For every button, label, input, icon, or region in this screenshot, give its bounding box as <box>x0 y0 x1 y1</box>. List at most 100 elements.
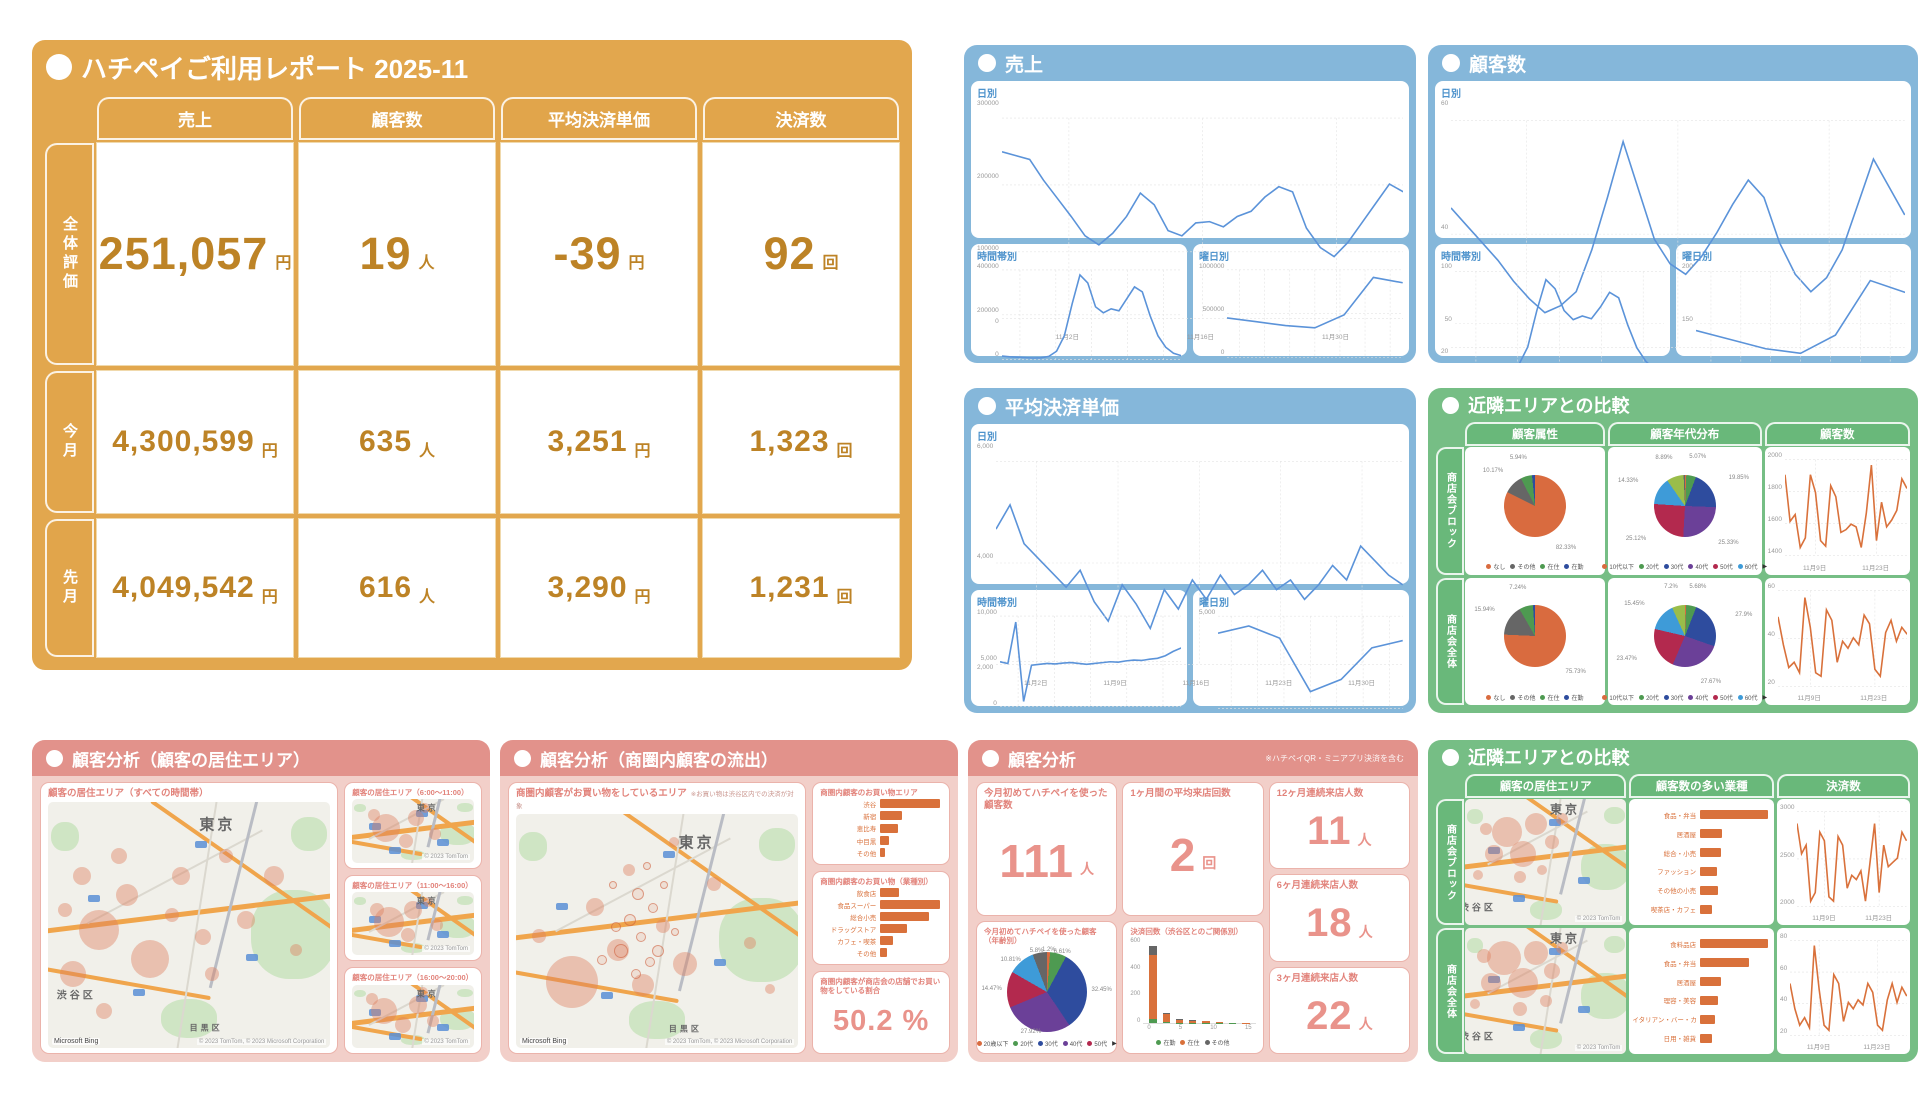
sales-daily-label: 日別 <box>977 89 997 100</box>
customers-weekday-card: 曜日別 200150100月火水木金土日 <box>1676 243 1911 357</box>
stat-6mo-card: 6ヶ月連続来店人数 18 人 <box>1268 874 1410 962</box>
customers-panel-title: 顧客数 <box>1469 54 1527 76</box>
avgprice-daily-chart: 6,000 4,000 2,000 11月2日 11月9日 11月16日 11月23日 11月… <box>977 441 1403 687</box>
outflow-map-caption: 商圏内顧客がお買い物をしているエリア ※お買い物は渋谷区内での決済が対象 <box>516 788 794 810</box>
all-agedist-cell: 5.68% 27.9% 27.67% 23.47% 15.45% 7.2% 10代以下 20代… <box>1602 577 1767 705</box>
customers-hourly-card: 時間帯別 10050005101520 <box>1435 243 1670 357</box>
customers-daily-label: 日別 <box>1441 89 1461 100</box>
customers-weekday-label: 曜日別 <box>1682 251 1712 263</box>
sales-weekday-card: 曜日別 10000005000000月火水木金土日 <box>1193 243 1409 357</box>
report-title: ハチペイご利用レポート 2025-11 <box>81 53 469 84</box>
cell-lastmonth-sales: 4,049,542 円 <box>96 518 294 658</box>
customers-weekday-chart: 200150100月火水木金土日 <box>1682 261 1905 353</box>
sales-daily-chart: 300000 200000 100000 0 11月2日 11月16日 11月30日 <box>977 98 1403 341</box>
stat-first-users-card: 今月初めてハチペイを使った顧客数 111 人 <box>976 782 1118 916</box>
stat-age-pie: 1.2% 6.61% 32.45% 27.92% 14.47% 10.81% 5.8% 20歳… <box>976 945 1117 1048</box>
grid-corner <box>1436 422 1462 444</box>
cell-thismonth-sales: 4,300,599 円 <box>96 369 294 514</box>
circle-icon <box>514 749 531 767</box>
stat-age-pie-card: 今月初めてハチペイを使った顧客（年齢別） 1.2% 6.61% 32.45% 27.9… <box>976 920 1118 1054</box>
row-header-all: 商店会全体 <box>1438 579 1462 703</box>
customers-hourly-label: 時間帯別 <box>1441 251 1481 263</box>
avgprice-daily-label: 日別 <box>977 432 997 443</box>
sales-panel-header: 売上 <box>964 45 1416 81</box>
grid-corner <box>1436 774 1462 796</box>
sales-daily-card: 日別 300000 200000 100000 0 11月2日 11月16日 11月30日 <box>971 81 1409 341</box>
sales-panel: 売上 日別 300000 200000 100000 0 11月2日 11月16日 11月3… <box>964 45 1416 363</box>
residence-evening-card: 顧客の居住エリア（16:00〜20:00） 東京 © 2023 TomTom <box>344 967 482 1055</box>
cell-overall-customers: 19 人 <box>298 142 496 366</box>
avgprice-hourly-label: 時間帯別 <box>977 598 1017 610</box>
residence-panel-header: 顧客分析（顧客の居住エリア） <box>32 740 490 776</box>
customers-daily-chart: 60402011月2日11月16日11月30日 <box>1441 98 1905 355</box>
column-header-avgprice: 平均決済単価 <box>503 99 695 138</box>
summary-table: 売上 顧客数 平均決済単価 決済数 全体評価 251,057 円 19 人 -39 円… <box>44 96 900 658</box>
stat-12mo-label: 12ヶ月連続来店人数 <box>1276 788 1364 799</box>
avgprice-daily-card: 日別 6,000 4,000 2,000 11月2日 11月9日 11月16日 11月23日… <box>971 424 1409 687</box>
sales-hourly-label: 時間帯別 <box>977 251 1017 263</box>
stat-first-users-label: 今月初めてハチペイを使った顧客数 <box>984 788 1108 811</box>
column-header-sales: 売上 <box>99 99 291 138</box>
residence-main-caption: 顧客の居住エリア（すべての時間帯） <box>48 788 209 799</box>
compare-bottom-panel: 近隣エリアとの比較 顧客の居住エリア 顧客数の多い業種 決済数 商店会ブロック … <box>1428 740 1918 1062</box>
row-header-block: 商店会ブロック <box>1438 801 1462 923</box>
block-attributes-cell: 82.33% 10.17% 5.94% なし その他 在住 在勤 <box>1465 447 1605 575</box>
customers-hourly-chart: 10050005101520 <box>1441 261 1664 353</box>
outflow-genre-bars: 飲食店 食品スーパー 総合小売 ドラッグストア カフェ・喫茶 その他 <box>820 886 942 958</box>
sales-hourly-card: 時間帯別 400000200000005101520 <box>971 243 1187 357</box>
sales-panel-title: 売上 <box>1005 54 1044 76</box>
stat-visits-bar-card: 決済回数（渋谷区とのご関係別） 600 400 200 0 0 5 10 15 在勤 在住 その他 <box>1122 920 1264 1054</box>
customers-panel: 顧客数 日別 60402011月2日11月16日11月30日 時間帯別 1005… <box>1428 45 1918 363</box>
cell-lastmonth-payments: 1,231 回 <box>702 518 900 658</box>
residence-morning-map: 東京 © 2023 TomTom <box>352 799 474 863</box>
stat-avg-visits-label: 1ヶ月間の平均来店回数 <box>1130 788 1231 799</box>
avgprice-panel: 平均決済単価 日別 6,000 4,000 2,000 11月2日 11月9日 11月16… <box>964 388 1416 713</box>
circle-icon <box>982 749 999 767</box>
outflow-area-bars: 渋谷 新宿 恵比寿 中目黒 その他 <box>820 797 942 859</box>
compare-top-panel: 近隣エリアとの比較 顧客属性 顧客年代分布 顧客数 商店会ブロック 82.33%… <box>1428 388 1918 713</box>
block-payments-line: 3000 2500 2000 11月9日 11月23日 <box>1780 802 1907 922</box>
row-header-block: 商店会ブロック <box>1438 449 1462 573</box>
outflow-map: 東京 目黒区 Microsoft Bing © 2023 TomTom, © 2023… <box>516 813 799 1048</box>
col-header-payments: 決済数 <box>1779 776 1908 796</box>
block-industries-bars: 食品・弁当 居酒屋 総合・小売 ファッション その他の小売 喫茶店・カフェ <box>1632 802 1771 922</box>
outflow-ratio-card: 商圏内顧客が商店会の店舗でお買い物をしている割合 50.2 % <box>812 970 950 1054</box>
sales-hourly-chart: 400000200000005101520 <box>977 261 1181 353</box>
stats-panel: 顧客分析 ※ハチペイQR・ミニアプリ決済を含む 今月初めてハチペイを使った顧客数… <box>968 740 1418 1062</box>
circle-icon <box>1442 54 1460 72</box>
residence-morning-card: 顧客の居住エリア（6:00〜11:00） 東京 © 2023 TomTom <box>344 782 482 869</box>
outflow-panel: 顧客分析（商圏内顧客の流出） 商圏内顧客がお買い物をしているエリア ※お買い物は渋… <box>500 740 958 1062</box>
stats-panel-title: 顧客分析 <box>1008 750 1076 770</box>
circle-icon <box>1442 396 1459 414</box>
avgprice-weekday-label: 曜日別 <box>1199 598 1229 610</box>
outflow-panel-title: 顧客分析（商圏内顧客の流出） <box>540 750 778 770</box>
block-payments-cell: 3000 2500 2000 11月9日 11月23日 <box>1777 799 1910 925</box>
outflow-area-card: 商圏内顧客のお買い物エリア 渋谷 新宿 恵比寿 中目黒 その他 <box>812 782 950 866</box>
circle-icon <box>46 749 63 767</box>
compare-bottom-header: 近隣エリアとの比較 <box>1428 740 1918 774</box>
circle-icon <box>978 54 996 72</box>
col-header-industries: 顧客数の多い業種 <box>1631 776 1772 796</box>
cell-thismonth-customers: 635 人 <box>298 369 496 514</box>
cell-overall-payments: 92 回 <box>702 142 900 366</box>
all-attributes-pie: 75.73% 15.94% 7.24% なし その他 在住 在勤 <box>1474 585 1586 702</box>
avgprice-panel-header: 平均決済単価 <box>964 388 1416 424</box>
residence-panel: 顧客分析（顧客の居住エリア） 顧客の居住エリア（すべての時間帯） 東京 渋谷区 目黒… <box>32 740 490 1062</box>
stats-panel-header: 顧客分析 ※ハチペイQR・ミニアプリ決済を含む <box>968 740 1418 776</box>
customers-panel-header: 顧客数 <box>1428 45 1918 81</box>
avgprice-weekday-card: 曜日別 5,000月火水木金土日 <box>1193 590 1409 706</box>
cell-thismonth-payments: 1,323 回 <box>702 369 900 514</box>
residence-evening-caption: 顧客の居住エリア（16:00〜20:00） <box>352 973 474 983</box>
outflow-area-title: 商圏内顧客のお買い物エリア <box>820 788 918 797</box>
cell-overall-avgprice: -39 円 <box>500 142 698 366</box>
circle-icon <box>46 54 72 80</box>
all-customers-line: 60 40 20 11月9日 11月23日 <box>1768 581 1907 702</box>
residence-morning-caption: 顧客の居住エリア（6:00〜11:00） <box>352 788 469 797</box>
